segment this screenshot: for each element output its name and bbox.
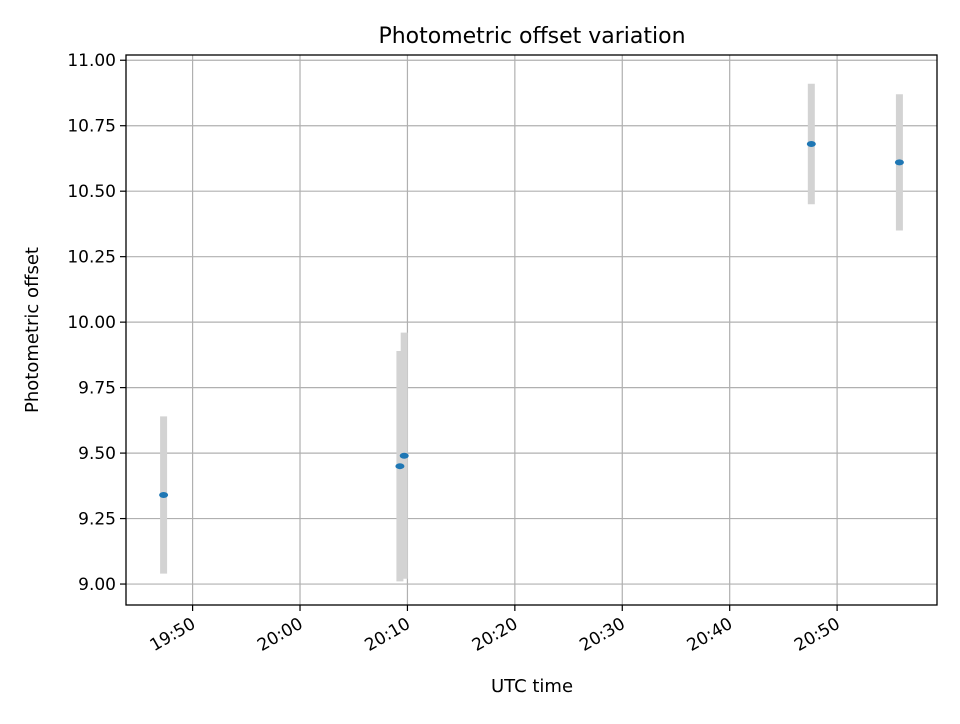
y-tick-label: 9.50	[78, 444, 116, 464]
data-point	[159, 492, 169, 498]
x-axis-label: UTC time	[491, 676, 573, 697]
x-tick-label: 19:50	[147, 614, 199, 656]
y-axis-ticks: 9.00 9.25 9.50 9.75 10.00 10.25 10.50 10.75 11.0…	[67, 51, 126, 595]
chart-title: Photometric offset variation	[378, 24, 685, 49]
x-tick-label: 20:00	[254, 614, 306, 656]
data-point	[894, 159, 904, 166]
x-tick-label: 20:20	[469, 614, 521, 656]
y-tick-label: 9.00	[78, 575, 116, 595]
y-tick-label: 10.75	[67, 117, 116, 137]
grid	[126, 55, 937, 605]
y-tick-label: 10.00	[67, 313, 116, 333]
x-axis-ticks: 19:50 20:00 20:10 20:20 20:30 20:40 20:50	[147, 605, 844, 656]
data-points	[159, 141, 904, 498]
x-tick-label: 20:10	[361, 614, 413, 656]
y-tick-label: 10.50	[67, 182, 116, 202]
data-point	[399, 452, 409, 459]
x-tick-label: 20:40	[684, 614, 736, 656]
y-tick-label: 9.75	[78, 379, 116, 399]
y-tick-label: 9.25	[78, 510, 116, 530]
y-axis-label: Photometric offset	[22, 247, 43, 413]
x-tick-label: 20:30	[576, 614, 628, 656]
data-point	[395, 463, 405, 470]
x-tick-label: 20:50	[791, 614, 843, 656]
error-bars	[160, 83, 903, 582]
plot-frame	[125, 54, 938, 606]
y-tick-label: 10.25	[67, 248, 116, 268]
data-point	[806, 141, 816, 148]
y-tick-label: 11.00	[67, 51, 116, 71]
